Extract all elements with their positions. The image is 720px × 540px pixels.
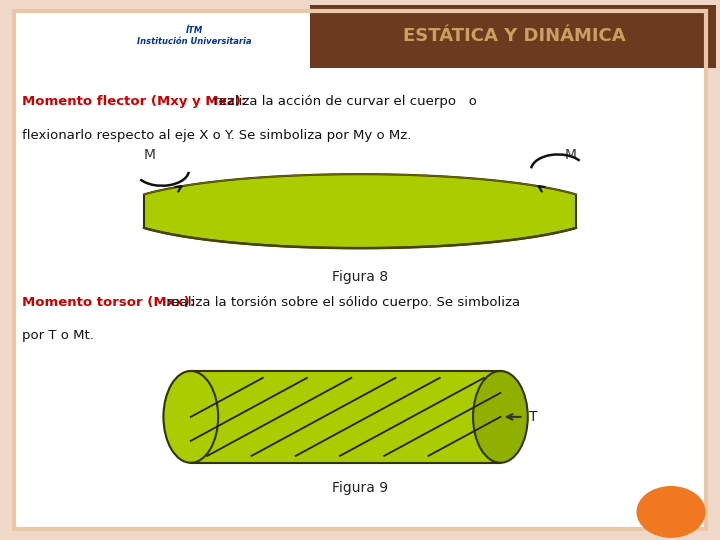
FancyBboxPatch shape [310, 5, 716, 68]
Text: ESTÁTICA Y DINÁMICA: ESTÁTICA Y DINÁMICA [403, 27, 626, 45]
Text: realiza la acción de curvar el cuerpo   o: realiza la acción de curvar el cuerpo o [209, 94, 477, 107]
Polygon shape [144, 174, 576, 248]
Text: flexionarlo respecto al eje X o Y. Se simboliza por My o Mz.: flexionarlo respecto al eje X o Y. Se si… [22, 129, 411, 141]
Text: M: M [144, 148, 156, 162]
Text: realiza la torsión sobre el sólido cuerpo. Se simboliza: realiza la torsión sobre el sólido cuerp… [162, 296, 520, 309]
Text: M: M [564, 148, 576, 162]
Text: por T o Mt.: por T o Mt. [22, 329, 94, 342]
Ellipse shape [163, 371, 218, 463]
Text: Momento flector (Mxy y Mxz):: Momento flector (Mxy y Mxz): [22, 94, 246, 107]
Text: ÍTM
Institución Universitaria: ÍTM Institución Universitaria [137, 26, 252, 46]
Circle shape [636, 486, 706, 538]
Text: Figura 9: Figura 9 [332, 481, 388, 495]
FancyBboxPatch shape [191, 371, 500, 463]
Text: Figura 8: Figura 8 [332, 270, 388, 284]
Text: Momento torsor (Mxx):: Momento torsor (Mxx): [22, 296, 194, 309]
Ellipse shape [473, 371, 528, 463]
Text: T: T [529, 410, 538, 424]
